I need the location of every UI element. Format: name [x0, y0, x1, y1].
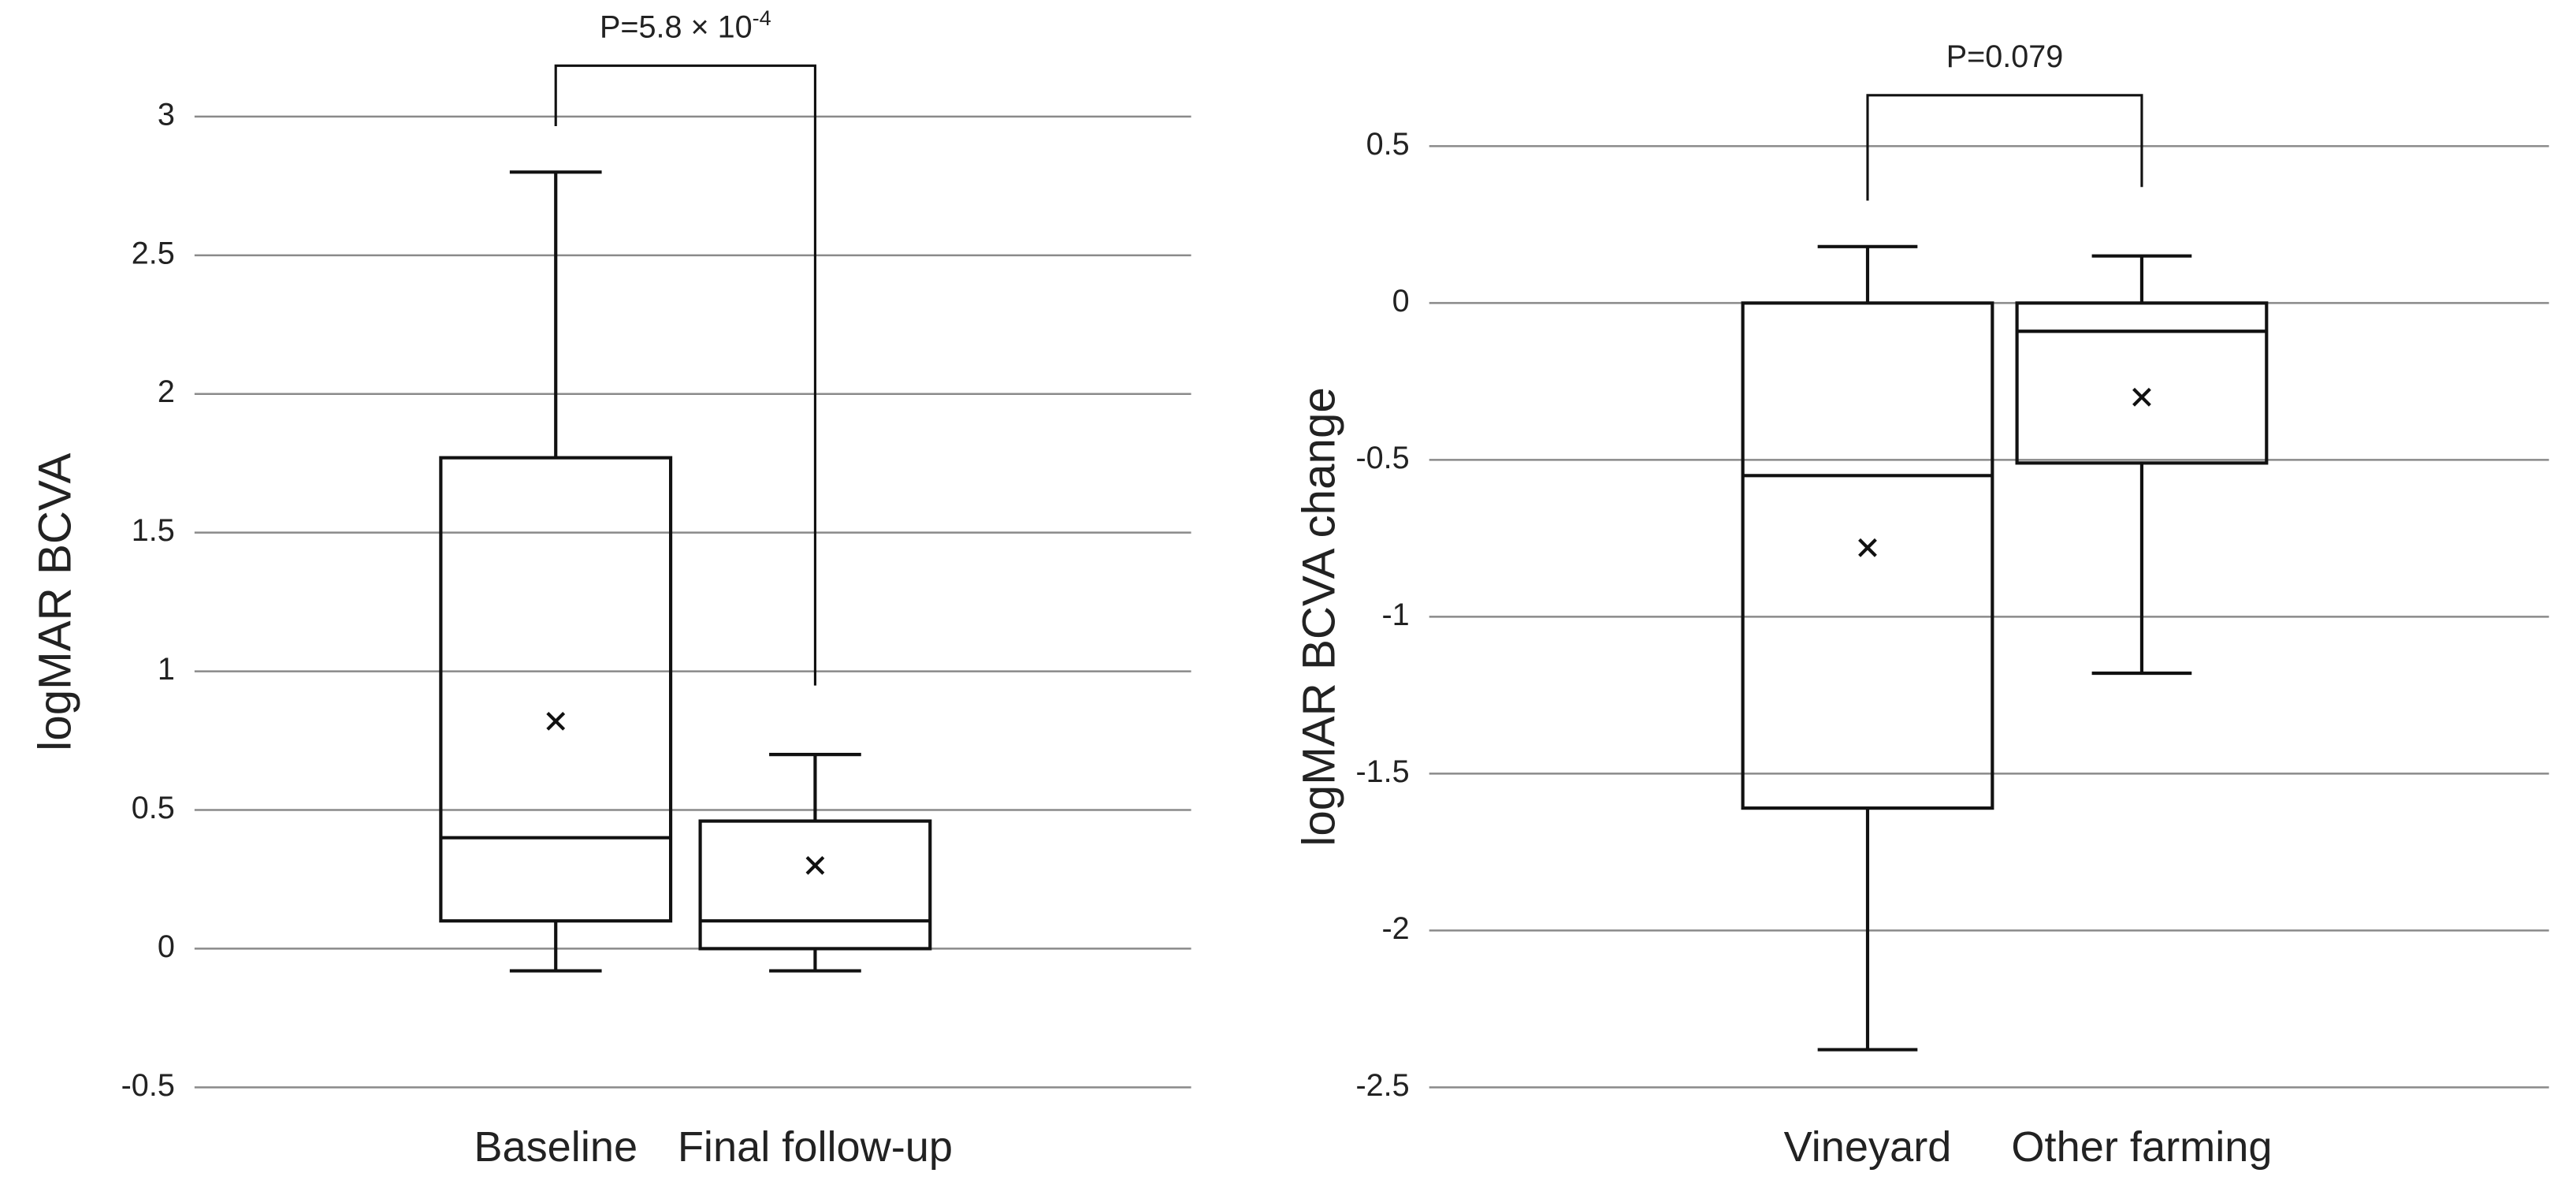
p-value: P=0.079	[1946, 39, 2064, 74]
significance-bracket	[554, 64, 816, 686]
mean-stroke	[546, 712, 566, 731]
p-value-text: P=5.8 × 10	[600, 10, 753, 45]
y-tick-label: -0.5	[1355, 441, 1409, 475]
y-tick-label: -2	[1381, 911, 1409, 946]
y-tick-label: -0.5	[121, 1068, 175, 1103]
p-value-exponent: -4	[753, 6, 771, 30]
box	[439, 456, 673, 923]
y-tick-label: 0.5	[1366, 127, 1410, 162]
mean-stroke	[2132, 387, 2151, 407]
y-tick-label: 3	[158, 97, 175, 132]
x-tick-label: Final follow-up	[678, 1123, 953, 1171]
y-tick-label: -1.5	[1355, 754, 1409, 789]
y-tick-label: 0	[1392, 284, 1410, 318]
p-value: P=5.8 × 10-4	[600, 6, 771, 45]
box	[2015, 301, 2269, 465]
y-tick-label: 0	[158, 929, 175, 964]
y-tick-label: 0.5	[132, 791, 175, 825]
x-tick-label: Baseline	[474, 1123, 637, 1171]
y-tick-label: 2	[158, 374, 175, 409]
box	[1741, 301, 1994, 810]
mean-marker	[805, 855, 825, 875]
y-tick-label: -1	[1381, 598, 1409, 632]
box	[698, 819, 932, 951]
y-tick-label: 1.5	[132, 513, 175, 548]
y-tick-label: -2.5	[1355, 1068, 1409, 1103]
y-axis-label: logMAR BCVA change	[1294, 387, 1345, 847]
x-tick-label: Vineyard	[1784, 1123, 1952, 1171]
mean-stroke	[805, 855, 825, 875]
y-tick-label: 2.5	[132, 236, 175, 270]
p-value-text: P=0.079	[1946, 39, 2064, 74]
mean-stroke	[1858, 538, 1877, 557]
x-tick-label: Other farming	[2011, 1123, 2272, 1171]
mean-marker	[1858, 538, 1877, 557]
y-tick-label: 1	[158, 652, 175, 687]
y-axis-label: logMAR BCVA	[29, 452, 80, 750]
significance-bracket	[1866, 94, 2143, 201]
mean-marker	[546, 712, 566, 731]
mean-marker	[2132, 387, 2151, 407]
